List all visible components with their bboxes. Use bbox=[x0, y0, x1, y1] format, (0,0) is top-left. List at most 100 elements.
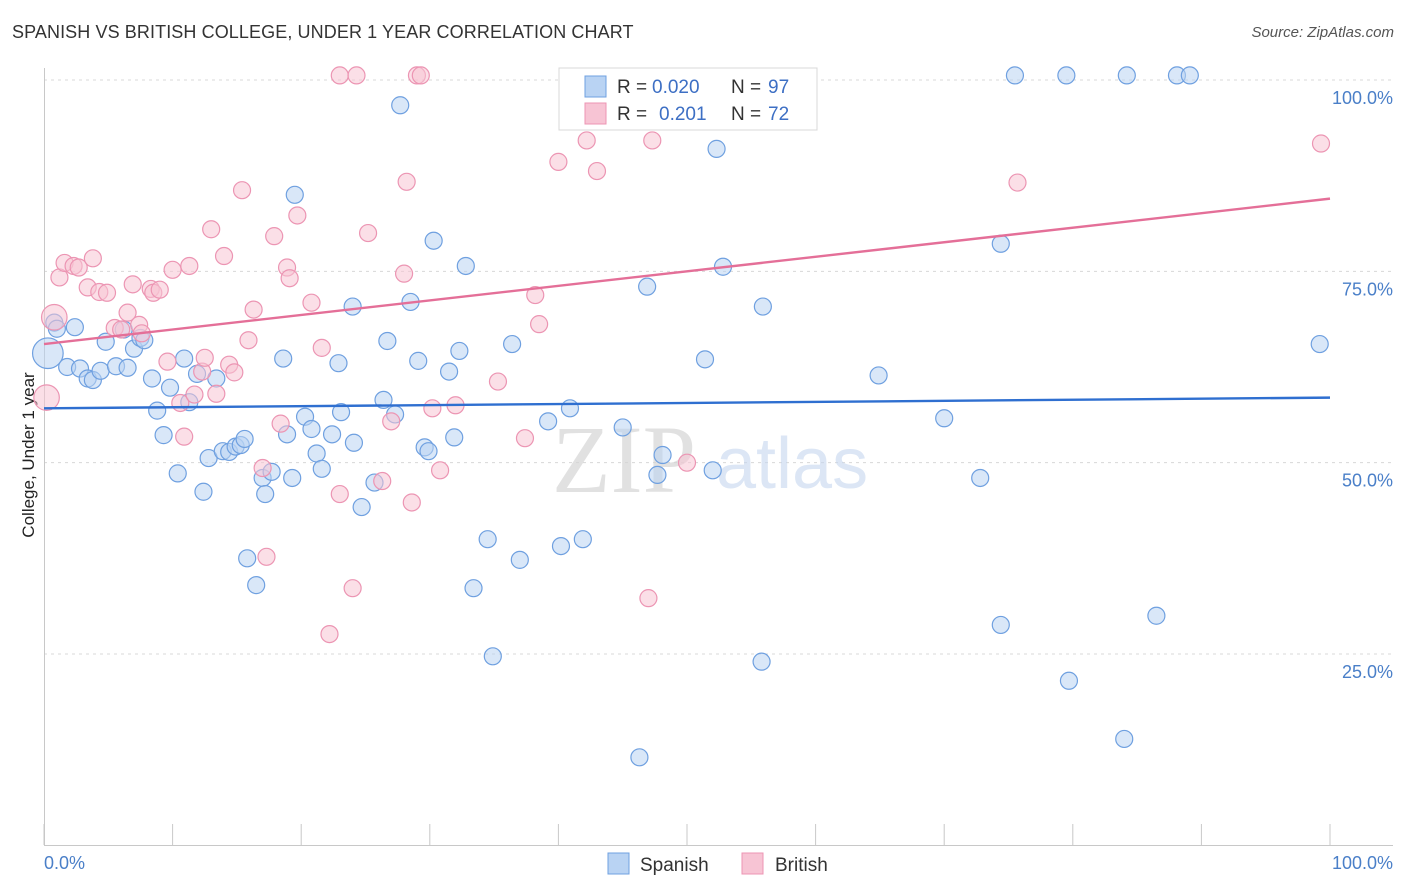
spanish-point bbox=[539, 412, 558, 431]
legend-british-n-label: N = bbox=[731, 104, 761, 125]
british-point bbox=[394, 264, 414, 283]
spanish-point bbox=[439, 362, 459, 381]
british-point bbox=[330, 66, 349, 85]
british-point bbox=[288, 206, 307, 225]
british-point bbox=[1008, 173, 1027, 192]
grid-lines bbox=[44, 79, 1393, 655]
y-tick-label-25: 25.0% bbox=[1342, 662, 1393, 682]
spanish-point bbox=[503, 334, 522, 354]
x-ticks: 0.0% 100.0% bbox=[43, 824, 1393, 873]
legend-british-r-value: 0.201 bbox=[659, 104, 707, 125]
series-legend: Spanish British bbox=[607, 852, 828, 876]
british-points bbox=[33, 66, 1331, 644]
spanish-point bbox=[285, 185, 304, 204]
spanish-point bbox=[65, 318, 84, 337]
correlation-legend: R = 0.020 N = 97 R = 0.201 N = 72 bbox=[558, 67, 818, 131]
spanish-point bbox=[573, 530, 592, 549]
british-point bbox=[253, 458, 272, 478]
british-point bbox=[488, 372, 508, 391]
spanish-point bbox=[247, 576, 266, 595]
british-point bbox=[69, 258, 88, 277]
british-point bbox=[643, 131, 662, 150]
british-point bbox=[158, 352, 177, 371]
spanish-point bbox=[343, 297, 362, 316]
spanish-point bbox=[329, 354, 348, 373]
british-point bbox=[83, 249, 102, 268]
trend-lines bbox=[43, 197, 1331, 410]
series-legend-british-swatch bbox=[741, 852, 764, 875]
spanish-point bbox=[312, 459, 331, 478]
spanish-point bbox=[653, 445, 672, 465]
british-point bbox=[382, 412, 401, 431]
spanish-point bbox=[1059, 671, 1079, 690]
spanish-point bbox=[302, 419, 321, 439]
british-point bbox=[1311, 134, 1331, 153]
spanish-point bbox=[991, 615, 1010, 635]
british-point bbox=[244, 300, 263, 319]
legend-british-r-label: R = bbox=[617, 104, 647, 125]
spanish-point bbox=[1117, 66, 1136, 85]
spanish-point bbox=[1005, 66, 1025, 85]
spanish-point bbox=[118, 358, 137, 377]
spanish-point bbox=[1057, 66, 1076, 85]
spanish-point bbox=[752, 652, 771, 671]
spanish-point bbox=[695, 350, 715, 369]
british-point bbox=[239, 331, 258, 350]
spanish-point bbox=[707, 139, 726, 158]
british-point bbox=[225, 363, 244, 382]
british-point bbox=[430, 461, 450, 480]
british-point bbox=[40, 303, 68, 331]
british-point bbox=[202, 220, 221, 239]
spanish-point bbox=[238, 549, 257, 568]
british-point bbox=[587, 161, 607, 181]
british-point bbox=[195, 348, 214, 367]
british-point bbox=[118, 303, 137, 322]
british-point bbox=[302, 293, 321, 312]
series-legend-spanish-label: Spanish bbox=[640, 855, 709, 876]
spanish-point bbox=[971, 468, 990, 488]
chart-source: Source: ZipAtlas.com bbox=[1251, 24, 1394, 41]
series-legend-british-label: British bbox=[775, 855, 828, 876]
y-tick-label-100: 100.0% bbox=[1332, 88, 1393, 108]
y-tick-label-50: 50.0% bbox=[1342, 471, 1393, 491]
zipatlas-watermark: ZIP atlas bbox=[552, 406, 868, 513]
spanish-point bbox=[235, 429, 254, 449]
british-point bbox=[411, 66, 430, 85]
spanish-point bbox=[419, 442, 438, 461]
british-point bbox=[163, 260, 182, 279]
british-point bbox=[397, 172, 416, 191]
x-tick-label-min: 0.0% bbox=[44, 853, 85, 873]
spanish-point bbox=[456, 256, 475, 276]
spanish-point bbox=[194, 482, 213, 501]
spanish-point bbox=[445, 428, 464, 447]
british-point bbox=[97, 283, 117, 302]
british-point bbox=[358, 223, 378, 243]
legend-spanish-n-value: 97 bbox=[768, 77, 789, 98]
chart-title: SPANISH VS BRITISH COLLEGE, UNDER 1 YEAR… bbox=[12, 22, 634, 42]
british-point bbox=[677, 453, 697, 472]
british-point bbox=[373, 471, 392, 491]
spanish-point bbox=[378, 331, 397, 351]
axes bbox=[44, 68, 1393, 846]
spanish-point bbox=[1310, 334, 1329, 354]
series-legend-spanish-swatch bbox=[607, 852, 630, 875]
spanish-point bbox=[1147, 606, 1166, 625]
british-point bbox=[33, 384, 60, 411]
spanish-point bbox=[168, 464, 187, 483]
spanish-point bbox=[283, 468, 302, 488]
british-point bbox=[185, 385, 204, 404]
british-point bbox=[549, 152, 568, 171]
british-point bbox=[515, 429, 535, 448]
spanish-point bbox=[256, 484, 275, 504]
legend-british-n-value: 72 bbox=[768, 104, 789, 125]
spanish-point bbox=[450, 341, 469, 361]
british-point bbox=[180, 256, 199, 276]
spanish-point bbox=[374, 390, 393, 410]
spanish-point bbox=[648, 465, 667, 485]
british-point bbox=[577, 131, 596, 150]
spanish-point bbox=[160, 378, 180, 397]
spanish-point bbox=[560, 399, 580, 418]
y-tick-label-75: 75.0% bbox=[1342, 279, 1393, 299]
spanish-point bbox=[638, 277, 657, 296]
